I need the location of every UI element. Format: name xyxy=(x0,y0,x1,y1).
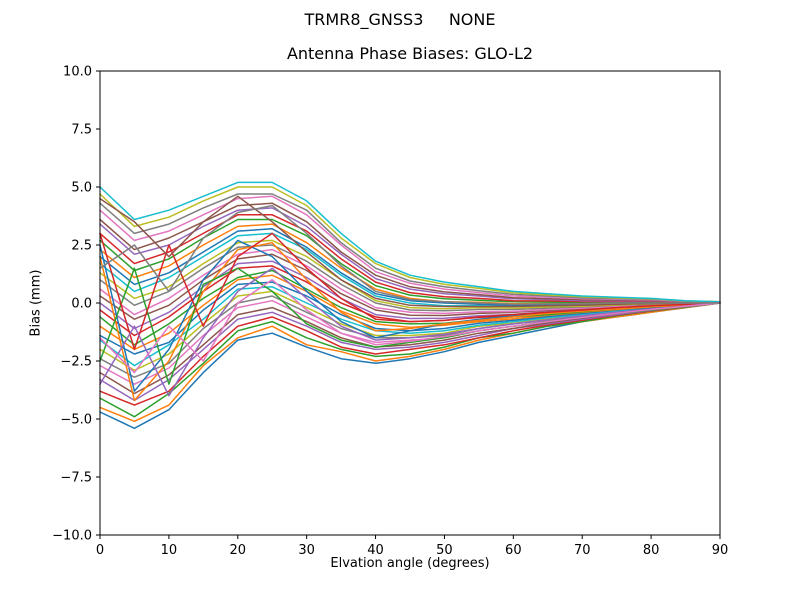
series-line xyxy=(99,181,721,303)
x-tick-label: 60 xyxy=(505,543,522,558)
x-tick-label: 90 xyxy=(712,543,729,558)
y-tick-label: −2.5 xyxy=(60,355,92,370)
series-line xyxy=(99,302,721,423)
x-tick-label: 0 xyxy=(96,543,104,558)
y-tick-label: −5.0 xyxy=(60,413,92,428)
x-tick-label: 80 xyxy=(643,543,660,558)
y-tick-label: 0.0 xyxy=(71,297,92,312)
chart-title: Antenna Phase Biases: GLO-L2 xyxy=(286,44,534,63)
y-axis-label: Bias (mm) xyxy=(28,269,44,337)
x-tick-label: 10 xyxy=(161,543,178,558)
y-tick-label: 10.0 xyxy=(63,65,92,80)
series-line xyxy=(99,286,721,367)
y-tick-label: 5.0 xyxy=(71,181,92,196)
series-line xyxy=(99,207,721,304)
y-tick-label: 7.5 xyxy=(71,123,92,138)
x-tick-label: 40 xyxy=(367,543,384,558)
series-line xyxy=(99,223,721,305)
x-tick-label: 20 xyxy=(230,543,247,558)
series-line xyxy=(99,232,721,351)
y-tick-label: −10.0 xyxy=(52,529,92,544)
series-line xyxy=(99,279,721,374)
series-line xyxy=(99,267,721,397)
figure-suptitle: TRMR8_GNSS3 NONE xyxy=(304,10,496,29)
series-line xyxy=(99,241,721,402)
x-axis-label: Elvation angle (degrees) xyxy=(330,556,490,571)
y-tick-label: 2.5 xyxy=(71,239,92,254)
x-tick-label: 70 xyxy=(574,543,591,558)
series-line xyxy=(99,204,721,305)
series-line xyxy=(99,193,721,303)
series-line xyxy=(99,302,721,402)
x-tick-label: 30 xyxy=(298,543,315,558)
y-tick-label: −7.5 xyxy=(60,471,92,486)
x-tick-label: 50 xyxy=(436,543,453,558)
series-line xyxy=(99,195,721,308)
series-line xyxy=(99,248,721,316)
